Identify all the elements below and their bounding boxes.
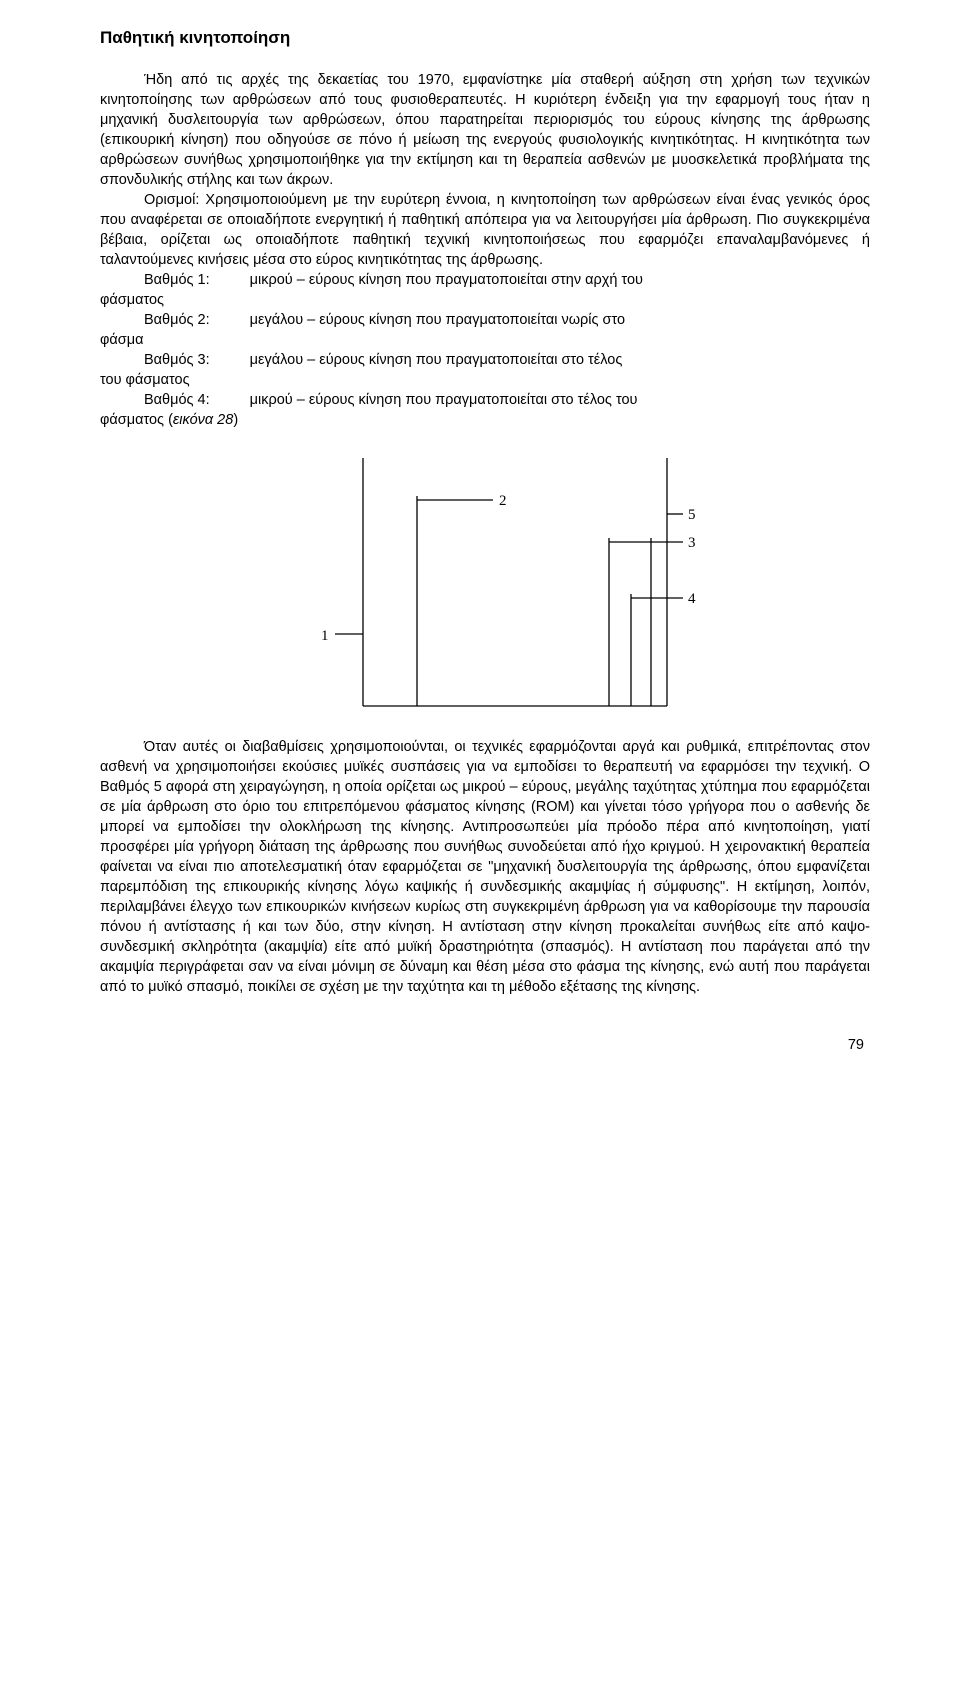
page-number: 79 [100, 1037, 870, 1053]
grades-diagram: 1 2 5 3 4 [265, 444, 705, 719]
grade-4-tail-b: ) [233, 412, 238, 428]
grade-4-tail: φάσματος (εικόνα 28) [100, 410, 870, 430]
grade-1-tail: φάσματος [100, 290, 870, 310]
svg-text:2: 2 [499, 493, 507, 509]
grade-4-tail-italic: εικόνα 28 [173, 412, 233, 428]
grade-2-tail: φάσμα [100, 330, 870, 350]
svg-text:3: 3 [688, 535, 696, 551]
svg-text:5: 5 [688, 507, 696, 523]
definitions-paragraph: Ορισμοί: Χρησιμοποιούμενη με την ευρύτερ… [100, 190, 870, 270]
svg-text:4: 4 [688, 591, 696, 607]
grade-1-row: Βαθμός 1: μικρού – εύρους κίνηση που πρα… [100, 270, 870, 290]
grade-3-label: Βαθμός 3: [100, 350, 210, 370]
grade-3-text: μεγάλου – εύρους κίνηση που πραγματοποιε… [210, 350, 870, 370]
page-title: Παθητική κινητοποίηση [100, 28, 870, 48]
grade-4-text: μικρού – εύρους κίνηση που πραγματοποιεί… [210, 390, 870, 410]
grade-4-row: Βαθμός 4: μικρού – εύρους κίνηση που πρα… [100, 390, 870, 410]
grade-1-label: Βαθμός 1: [100, 270, 210, 290]
intro-paragraph: Ήδη από τις αρχές της δεκαετίας του 1970… [100, 70, 870, 190]
grade-4-label: Βαθμός 4: [100, 390, 210, 410]
svg-text:1: 1 [321, 628, 329, 644]
grade-2-text: μεγάλου – εύρους κίνηση που πραγματοποιε… [210, 310, 870, 330]
grade-2-label: Βαθμός 2: [100, 310, 210, 330]
grade-4-tail-a: φάσματος ( [100, 412, 173, 428]
grade-3-row: Βαθμός 3: μεγάλου – εύρους κίνηση που πρ… [100, 350, 870, 370]
grade-3-tail: του φάσματος [100, 370, 870, 390]
diagram-container: 1 2 5 3 4 [100, 444, 870, 719]
closing-paragraph: Όταν αυτές οι διαβαθμίσεις χρησιμοποιούν… [100, 737, 870, 997]
grade-2-row: Βαθμός 2: μεγάλου – εύρους κίνηση που πρ… [100, 310, 870, 330]
grade-1-text: μικρού – εύρους κίνηση που πραγματοποιεί… [210, 270, 870, 290]
